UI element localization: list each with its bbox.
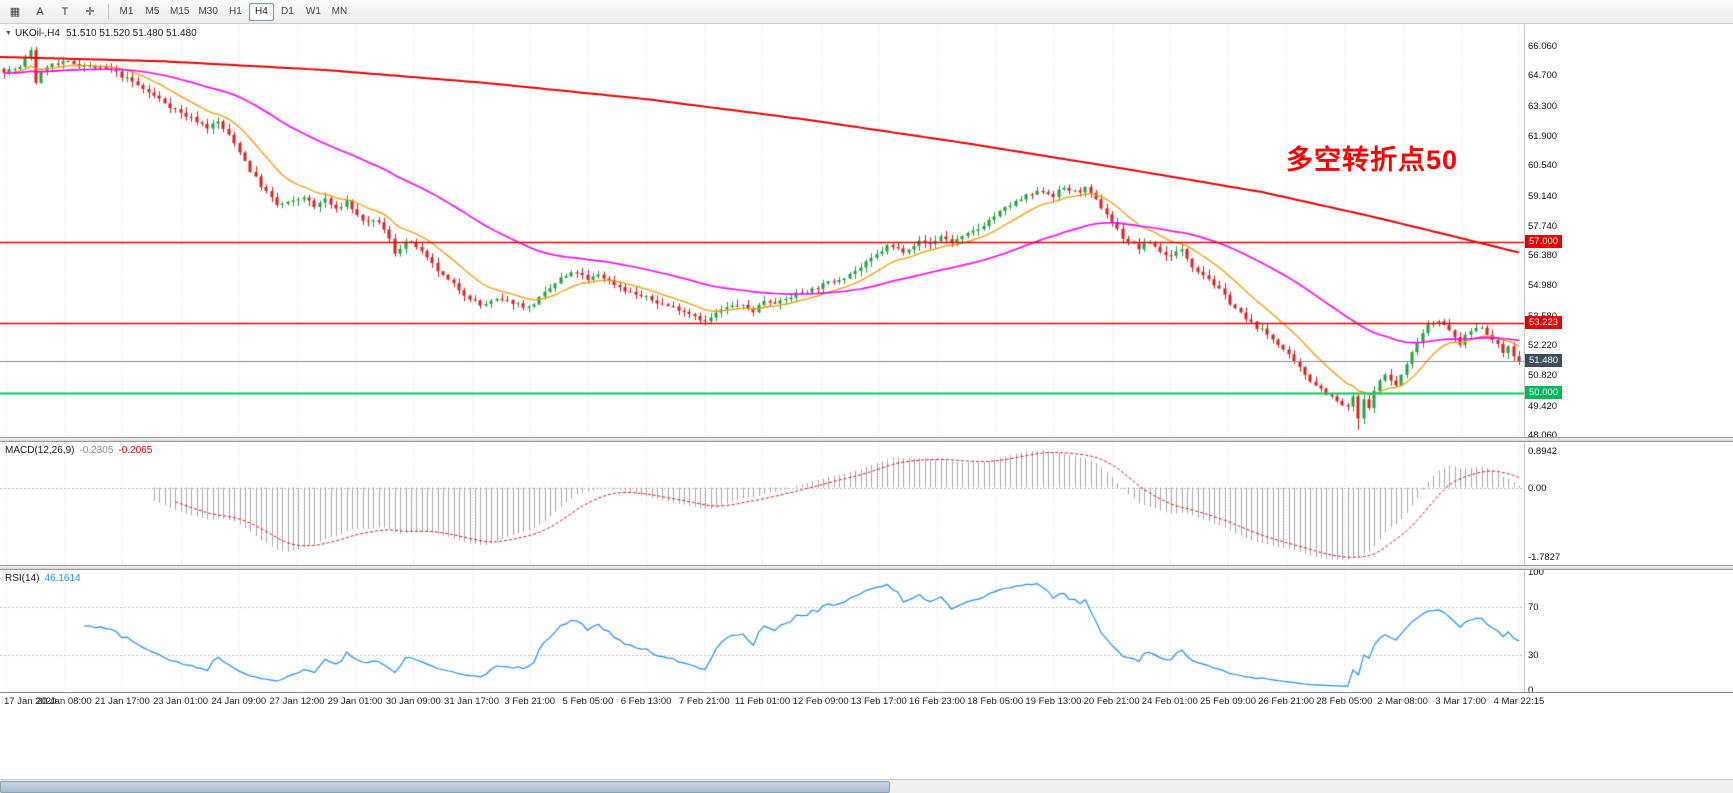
horizontal-scrollbar[interactable] xyxy=(0,779,1733,793)
price-axis-label: 53.580 xyxy=(1528,311,1557,322)
timeframe-m15-button[interactable]: M15 xyxy=(170,6,190,17)
time-axis-label: 17 Jan 2020 xyxy=(4,696,57,707)
macd-axis-label: 0.8942 xyxy=(1528,446,1558,457)
price-axis-label: 61.900 xyxy=(1528,130,1558,142)
time-axis-label: 11 Feb 01:00 xyxy=(734,696,791,707)
timeframe-m30-button[interactable]: M30 xyxy=(198,6,218,17)
price-axis-label: 48.060 xyxy=(1528,430,1558,441)
time-axis-label: 20 Jan 08:00 xyxy=(36,696,92,707)
timeframe-m5-button[interactable]: M5 xyxy=(145,6,160,17)
chevron-down-icon: ▼ xyxy=(5,30,12,37)
price-axis-label: 64.700 xyxy=(1528,70,1558,82)
time-axis-label: 7 Feb 21:00 xyxy=(678,696,730,707)
time-axis-label: 4 Mar 22:15 xyxy=(1493,696,1545,707)
time-axis-label: 6 Feb 13:00 xyxy=(620,696,672,707)
price-level-tag: 50.000 xyxy=(1525,386,1563,400)
timeframe-mn-button[interactable]: MN xyxy=(331,6,348,17)
rsi-label: RSI(14) xyxy=(5,573,40,584)
time-axis-label: 18 Feb 05:00 xyxy=(967,696,1024,707)
rsi-axis-label: 100 xyxy=(1528,567,1544,578)
timeframe-h1-button[interactable]: H1 xyxy=(229,6,242,17)
chart-windows-icon[interactable]: ▦ xyxy=(9,6,21,18)
rsi-axis-label: 0 xyxy=(1528,685,1534,696)
rsi-value: 46.1614 xyxy=(44,573,81,584)
rsi-header: RSI(14) 46.1614 xyxy=(5,573,81,584)
time-axis-label: 19 Feb 13:00 xyxy=(1025,696,1082,707)
time-axis-label: 30 Jan 09:00 xyxy=(385,696,441,707)
scrollbar-thumb[interactable] xyxy=(0,781,890,793)
time-axis-label: 5 Feb 05:00 xyxy=(562,696,614,707)
time-axis-label: 21 Jan 17:00 xyxy=(94,696,150,707)
time-axis-label: 28 Feb 05:00 xyxy=(1316,696,1373,707)
macd-value-signal: -0.2065 xyxy=(118,445,153,456)
price-level-tag: 57.000 xyxy=(1525,234,1563,248)
macd-header: MACD(12,26,9) -0.2305 -0.2065 xyxy=(5,445,152,456)
timeframe-m1-button[interactable]: M1 xyxy=(119,6,134,17)
time-axis-label: 20 Feb 21:00 xyxy=(1083,696,1140,707)
ohlc-values: 51.510 51.520 51.480 51.480 xyxy=(65,28,197,39)
timeframe-h4-button[interactable]: H4 xyxy=(248,2,274,21)
price-axis-label: 54.980 xyxy=(1528,280,1558,292)
timeframe-d1-button[interactable]: D1 xyxy=(281,6,294,17)
time-axis-label: 12 Feb 09:00 xyxy=(792,696,849,707)
rsi-axis-label: 70 xyxy=(1528,602,1539,614)
macd-axis-label: 0.00 xyxy=(1528,482,1547,494)
chart-header: ▼ UKOil-,H4 51.510 51.520 51.480 51.480 xyxy=(5,28,197,39)
symbol-label: UKOil-,H4 xyxy=(14,28,60,39)
price-axis-label: 50.820 xyxy=(1528,370,1558,382)
price-axis-label: 56.380 xyxy=(1528,250,1558,262)
time-axis-divider xyxy=(0,692,1733,693)
timeframe-w1-button[interactable]: W1 xyxy=(305,6,321,17)
tool-button-group: ▦ A T ✛ xyxy=(3,1,103,22)
time-axis-label: 16 Feb 23:00 xyxy=(909,696,966,707)
macd-axis-label: -1.7827 xyxy=(1528,552,1561,563)
pane-separator-macd[interactable] xyxy=(0,437,1733,442)
time-axis-label: 29 Jan 01:00 xyxy=(327,696,383,707)
price-axis-label: 59.140 xyxy=(1528,190,1558,202)
macd-label: MACD(12,26,9) xyxy=(5,445,75,456)
time-axis-label: 24 Feb 01:00 xyxy=(1141,696,1198,707)
price-axis-label: 52.220 xyxy=(1528,340,1558,352)
text-tool-icon[interactable]: T xyxy=(61,5,69,18)
price-axis-label: 63.300 xyxy=(1528,100,1558,112)
time-axis-label: 13 Feb 17:00 xyxy=(850,696,907,707)
time-axis-label: 26 Feb 21:00 xyxy=(1258,696,1315,707)
chart-annotation-text: 多空转折点50 xyxy=(1286,145,1459,175)
price-axis-label: 49.420 xyxy=(1528,400,1558,412)
time-axis-label: 25 Feb 09:00 xyxy=(1199,696,1256,707)
time-axis-label: 3 Feb 21:00 xyxy=(504,696,556,707)
time-axis-label: 24 Jan 09:00 xyxy=(211,696,267,707)
price-axis-label: 57.740 xyxy=(1528,220,1558,232)
price-axis-label: 66.060 xyxy=(1528,41,1558,52)
price-level-tag: 53.223 xyxy=(1525,316,1563,330)
toolbar: ▦ A T ✛ M1 M5 M15 M30 H1 H4 D1 W1 MN xyxy=(0,0,1733,24)
macd-value-main: -0.2305 xyxy=(79,445,114,456)
time-axis-label: 23 Jan 01:00 xyxy=(153,696,209,707)
cursor-tool-icon[interactable]: A xyxy=(36,5,44,18)
timeframe-button-group: M1 M5 M15 M30 H1 H4 D1 W1 MN xyxy=(114,2,353,21)
toolbar-separator xyxy=(108,4,109,19)
price-level-tag: 51.480 xyxy=(1525,354,1563,368)
time-axis-label: 2 Mar 08:00 xyxy=(1377,696,1428,707)
rsi-axis-label: 30 xyxy=(1528,649,1539,661)
crosshair-tool-icon[interactable]: ✛ xyxy=(85,6,95,18)
time-axis-label: 3 Mar 17:00 xyxy=(1435,696,1487,707)
time-axis-label: 31 Jan 17:00 xyxy=(444,696,499,707)
time-axis-label: 27 Jan 12:00 xyxy=(269,696,325,707)
price-axis-label: 60.540 xyxy=(1528,160,1558,172)
pane-separator-rsi[interactable] xyxy=(0,565,1733,570)
